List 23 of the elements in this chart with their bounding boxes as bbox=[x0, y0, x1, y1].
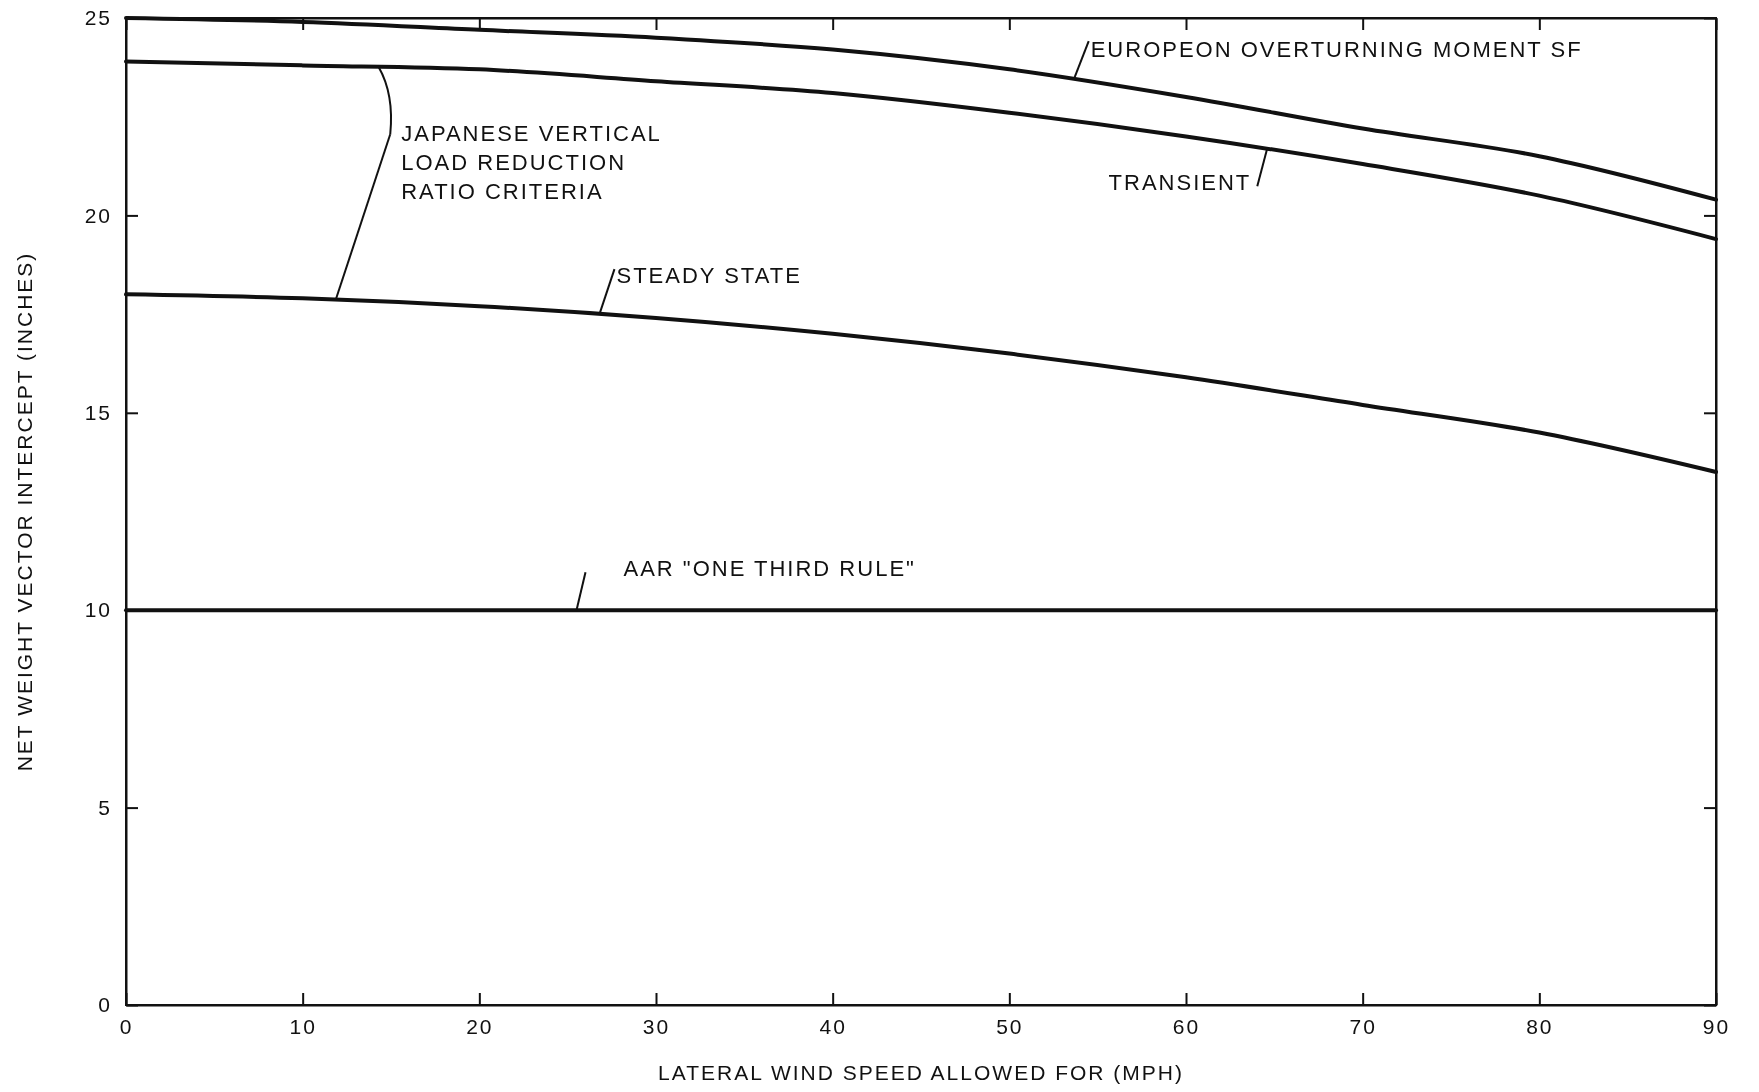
y-tick-label: 10 bbox=[84, 598, 112, 622]
y-tick-label: 20 bbox=[84, 203, 112, 227]
y-tick-label: 25 bbox=[84, 6, 112, 30]
y-axis-title: NET WEIGHT VECTOR INTERCEPT (INCHES) bbox=[13, 251, 36, 772]
x-tick-label: 90 bbox=[1702, 1014, 1731, 1038]
annotation: JAPANESE VERTICAL LOAD REDUCTION RATIO CRITERIA bbox=[401, 121, 662, 205]
x-tick-label: 70 bbox=[1349, 1014, 1377, 1038]
y-tick-label: 0 bbox=[98, 993, 112, 1017]
x-tick-label: 10 bbox=[289, 1014, 317, 1038]
x-axis-title: LATERAL WIND SPEED ALLOWED FOR (MPH) bbox=[658, 1061, 1184, 1084]
y-tick-label: 5 bbox=[98, 795, 112, 819]
annotation: AAR "ONE THIRD RULE" bbox=[623, 556, 916, 582]
x-tick-label: 60 bbox=[1172, 1014, 1201, 1038]
x-tick-label: 20 bbox=[466, 1014, 494, 1038]
x-tick-label: 50 bbox=[996, 1014, 1024, 1038]
annotation: TRANSIENT bbox=[1108, 170, 1252, 196]
x-tick-label: 30 bbox=[642, 1014, 671, 1038]
x-tick-label: 0 bbox=[119, 1014, 134, 1038]
x-tick-label: 40 bbox=[819, 1014, 847, 1038]
y-tick-label: 15 bbox=[84, 401, 112, 425]
annotation: EUROPEON OVERTURNING MOMENT SF bbox=[1090, 37, 1583, 63]
x-tick-label: 80 bbox=[1526, 1014, 1554, 1038]
annotation: STEADY STATE bbox=[616, 263, 802, 289]
